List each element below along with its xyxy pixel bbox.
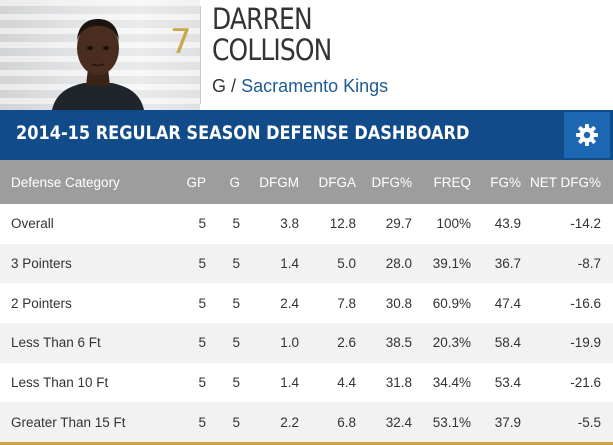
cell-fg-pct: 47.4 [494,295,521,311]
name-divider [200,6,201,104]
column-header-freq[interactable]: FREQ [433,174,471,190]
cell-dfg-pct: 38.5 [385,335,412,351]
cell-dfgm: 3.8 [280,216,299,232]
table-row: Less Than 6 Ft 5 5 1.0 2.6 38.5 20.3% 58… [0,323,613,363]
defense-table: Defense Category GP G DFGM DFGA DFG% FRE… [0,160,613,443]
player-header: 7 DARREN COLLISON G / Sacramento Kings [0,0,613,110]
cell-dfga: 7.8 [337,295,356,311]
table-header-row: Defense Category GP G DFGM DFGA DFG% FRE… [0,160,613,204]
cell-dfgm: 1.0 [280,335,299,351]
cell-dfg-pct: 32.4 [385,414,412,430]
cell-defense-category: Less Than 6 Ft [11,335,101,351]
cell-fg-pct: 36.7 [494,256,521,272]
cell-g: 5 [232,295,240,311]
table-row: Greater Than 15 Ft 5 5 2.2 6.8 32.4 53.1… [0,402,613,443]
cell-g: 5 [232,335,240,351]
cell-dfg-pct: 31.8 [385,375,412,391]
cell-defense-category: Greater Than 15 Ft [11,414,126,430]
table-row: Less Than 10 Ft 5 5 1.4 4.4 31.8 34.4% 5… [0,362,613,403]
cell-dfg-pct: 30.8 [385,295,412,311]
cell-freq: 20.3% [432,335,471,351]
column-header-net-dfg-pct[interactable]: NET DFG% [529,174,601,190]
meta-separator: / [231,76,237,96]
cell-dfgm: 1.4 [280,256,299,272]
cell-g: 5 [232,216,240,232]
cell-gp: 5 [198,375,206,391]
cell-gp: 5 [198,216,206,232]
cell-dfga: 6.8 [337,414,356,430]
cell-g: 5 [232,414,240,430]
cell-freq: 39.1% [432,256,471,272]
player-photo-area [0,0,200,110]
player-position: G [212,76,227,96]
player-name: DARREN COLLISON [212,2,332,67]
cell-freq: 34.4% [432,375,471,391]
column-header-fg-pct[interactable]: FG% [490,174,521,190]
cell-fg-pct: 58.4 [494,335,521,351]
player-last-name: COLLISON [212,33,332,67]
cell-freq: 60.9% [432,295,471,311]
cell-defense-category: 3 Pointers [11,256,72,272]
cell-freq: 53.1% [432,414,471,430]
cell-dfg-pct: 29.7 [385,216,412,232]
dashboard-header: 2014-15 REGULAR SEASON DEFENSE DASHBOARD [0,110,613,160]
cell-dfg-pct: 28.0 [385,256,412,272]
cell-net-dfg-pct: -14.2 [570,216,601,232]
column-header-dfga[interactable]: DFGA [318,174,356,190]
cell-net-dfg-pct: -16.6 [570,295,601,311]
column-header-dfg-pct[interactable]: DFG% [371,174,413,190]
cell-dfga: 2.6 [337,335,356,351]
team-link[interactable]: Sacramento Kings [241,76,389,96]
settings-button[interactable] [564,112,610,158]
cell-gp: 5 [198,335,206,351]
cell-dfga: 5.0 [337,256,356,272]
cell-freq: 100% [436,216,471,232]
dashboard-title: 2014-15 REGULAR SEASON DEFENSE DASHBOARD [16,122,470,144]
cell-g: 5 [232,375,240,391]
column-header-dfgm[interactable]: DFGM [259,174,299,190]
player-meta: G / Sacramento Kings [212,76,388,97]
table-row: Overall 5 5 3.8 12.8 29.7 100% 43.9 -14.… [0,204,613,244]
table-row: 2 Pointers 5 5 2.4 7.8 30.8 60.9% 47.4 -… [0,283,613,324]
cell-gp: 5 [198,295,206,311]
cell-net-dfg-pct: -19.9 [570,335,601,351]
cell-dfga: 12.8 [329,216,356,232]
cell-dfgm: 2.2 [280,414,299,430]
column-header-gp[interactable]: GP [186,174,206,190]
cell-defense-category: Overall [11,216,54,232]
cell-dfgm: 1.4 [280,375,299,391]
player-photo [52,19,144,110]
cell-g: 5 [232,256,240,272]
player-first-name: DARREN [212,2,313,36]
cell-dfga: 4.4 [337,375,356,391]
column-header-defense-category[interactable]: Defense Category [11,174,120,190]
cell-gp: 5 [198,414,206,430]
cell-net-dfg-pct: -21.6 [570,375,601,391]
cell-fg-pct: 53.4 [494,375,521,391]
cell-net-dfg-pct: -5.5 [577,414,601,430]
cell-fg-pct: 37.9 [494,414,521,430]
cell-gp: 5 [198,256,206,272]
table-row: 3 Pointers 5 5 1.4 5.0 28.0 39.1% 36.7 -… [0,243,613,284]
cell-fg-pct: 43.9 [494,216,521,232]
jersey-number: 7 [170,22,192,62]
cell-net-dfg-pct: -8.7 [577,256,601,272]
cell-defense-category: Less Than 10 Ft [11,375,109,391]
cell-defense-category: 2 Pointers [11,295,72,311]
gear-icon [576,124,598,146]
cell-dfgm: 2.4 [280,295,299,311]
column-header-g[interactable]: G [229,174,240,190]
